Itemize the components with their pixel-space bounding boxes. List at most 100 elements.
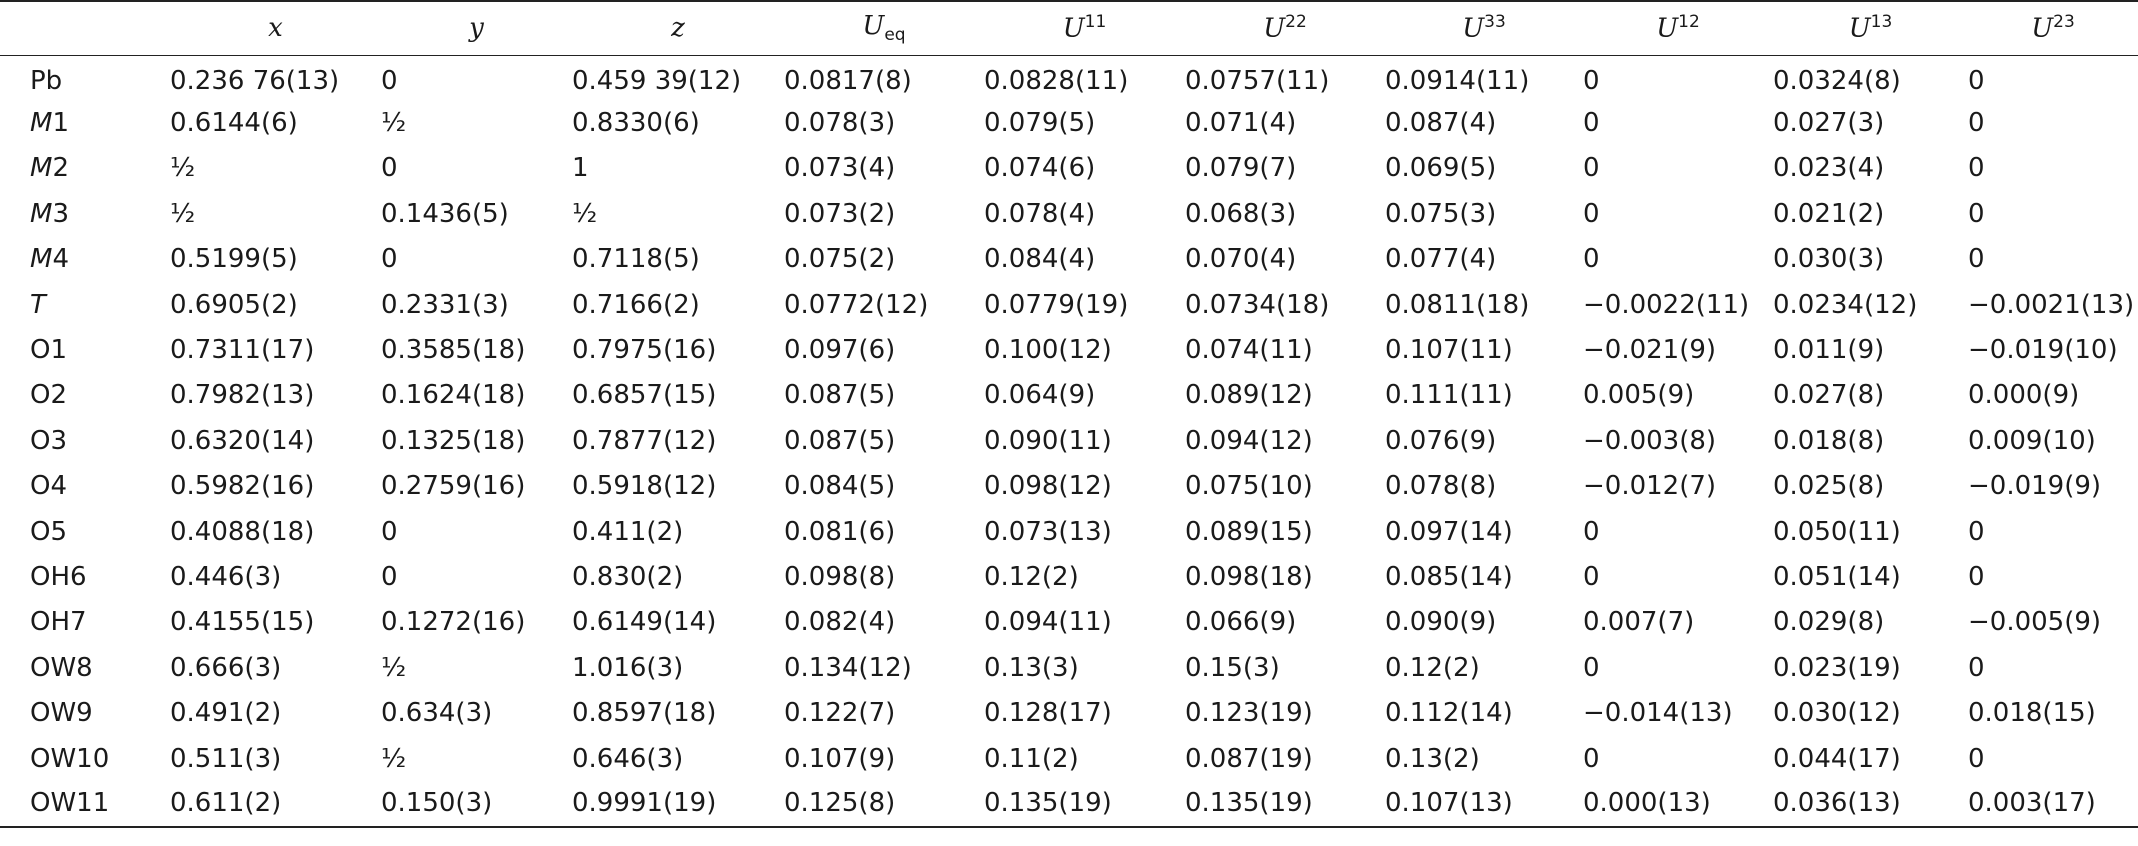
cell-y: 0.1624(18) <box>381 380 526 411</box>
cell-u13: 0.011(9) <box>1773 335 1885 366</box>
cell-u33: 0.107(13) <box>1385 781 1583 828</box>
cell-u13: 0.021(2) <box>1773 198 1885 229</box>
table-row: M2 ½ 0 1 0.073(4) 0.074(6) 0.079(7) 0.069(5) 0 0.… <box>0 146 2138 191</box>
cell-z: 0.7877(12) <box>572 425 717 456</box>
table-row: O2 0.7982(13) 0.1624(18) 0.6857(15) 0.087(5)… <box>0 373 2138 418</box>
cell-u11: 0.073(13) <box>984 516 1112 547</box>
cell-y: 0.634(3) <box>381 698 493 729</box>
cell-u11: 0.079(5) <box>984 108 1096 139</box>
cell-u13: 0.027(3) <box>1773 108 1885 139</box>
cell-z: 0.7118(5) <box>572 244 700 275</box>
table-row: O1 0.7311(17) 0.3585(18) 0.7975(16) 0.097(6)… <box>0 327 2138 372</box>
cell-z: 0.411(2) <box>572 516 684 547</box>
site-name: O4 <box>30 471 68 502</box>
table-row: M3 ½ 0.1436(5) ½ 0.073(2) 0.078(4) 0.068(3) 0.0… <box>0 191 2138 236</box>
cell-u11: 0.078(4) <box>984 198 1096 229</box>
table-row: M1 0.6144(6) ½ 0.8330(6) 0.078(3) 0.079(5) 0.0… <box>0 100 2138 145</box>
cell-y: 0 <box>381 244 398 275</box>
site-label: OW8 <box>0 645 170 690</box>
cell-z: 1 <box>572 153 589 184</box>
cell-u33: 0.077(4) <box>1385 244 1497 275</box>
cell-u22: 0.135(19) <box>1185 781 1385 828</box>
cell-u13: 0.030(12) <box>1773 698 1901 729</box>
cell-ueq: 0.0817(8) <box>784 65 912 96</box>
cell-u12: −0.021(9) <box>1583 335 1717 366</box>
site-label: OW10 <box>0 736 170 781</box>
cell-u12: 0 <box>1583 65 1600 96</box>
cell-u33: 0.0811(18) <box>1385 289 1530 320</box>
cell-u13: 0.027(8) <box>1773 380 1885 411</box>
cell-u22: 0.094(12) <box>1185 425 1313 456</box>
cell-u11: 0.0779(19) <box>984 289 1129 320</box>
site-label: M2 <box>0 146 170 191</box>
site-label: O1 <box>0 327 170 372</box>
cell-u23: −0.019(9) <box>1968 471 2102 502</box>
site-name: 2 <box>52 153 69 184</box>
cell-u33: 0.085(14) <box>1385 561 1513 592</box>
header-site <box>0 0 170 56</box>
cell-x: 0.511(3) <box>170 743 282 774</box>
cell-u13: 0.023(4) <box>1773 153 1885 184</box>
cell-u23: 0 <box>1968 244 1985 275</box>
cell-z: ½ <box>572 198 598 229</box>
cell-u23: 0 <box>1968 743 1985 774</box>
site-name: OW10 <box>30 743 110 774</box>
cell-y: ½ <box>381 108 407 139</box>
site-name: 4 <box>52 244 69 275</box>
cell-ueq: 0.097(6) <box>784 335 896 366</box>
site-label: O4 <box>0 464 170 509</box>
cell-x: ½ <box>170 153 196 184</box>
table-row: OH7 0.4155(15) 0.1272(16) 0.6149(14) 0.082(4… <box>0 600 2138 645</box>
site-label: T <box>0 282 170 327</box>
table-row: O5 0.4088(18) 0 0.411(2) 0.081(6) 0.073(13) 0.… <box>0 509 2138 554</box>
cell-u23: 0.000(9) <box>1968 380 2080 411</box>
cell-u13: 0.029(8) <box>1773 607 1885 638</box>
cell-u13: 0.044(17) <box>1773 743 1901 774</box>
table-row: T 0.6905(2) 0.2331(3) 0.7166(2) 0.0772(12) 0.… <box>0 282 2138 327</box>
cell-x: ½ <box>170 198 196 229</box>
cell-u22: 0.074(11) <box>1185 335 1313 366</box>
cell-u13: 0.0234(12) <box>1773 289 1918 320</box>
cell-z: 0.8330(6) <box>572 108 700 139</box>
site-name: OW9 <box>30 698 93 729</box>
cell-x: 0.4088(18) <box>170 516 315 547</box>
cell-x: 0.4155(15) <box>170 607 315 638</box>
cell-u12: 0.005(9) <box>1583 380 1695 411</box>
site-prefix: T <box>30 289 46 320</box>
site-label: M1 <box>0 100 170 145</box>
cell-u23: 0 <box>1968 198 1985 229</box>
cell-z: 0.6857(15) <box>572 380 717 411</box>
cell-u33: 0.087(4) <box>1385 108 1497 139</box>
site-prefix: M <box>30 153 53 184</box>
cell-u22: 0.087(19) <box>1185 743 1313 774</box>
cell-y: 0 <box>381 65 398 96</box>
site-name: OH7 <box>30 607 87 638</box>
site-label: OH7 <box>0 600 170 645</box>
cell-u23: −0.005(9) <box>1968 607 2102 638</box>
table-row: OW10 0.511(3) ½ 0.646(3) 0.107(9) 0.11(2) 0.08… <box>0 736 2138 781</box>
cell-u13: 0.0324(8) <box>1773 65 1901 96</box>
cell-u22: 0.0734(18) <box>1185 289 1330 320</box>
cell-z: 0.459 39(12) <box>572 65 742 96</box>
site-name: OW11 <box>30 788 110 819</box>
cell-u22: 0.098(18) <box>1185 561 1313 592</box>
cell-y: 0.150(3) <box>381 781 572 828</box>
cell-ueq: 0.0772(12) <box>784 289 929 320</box>
cell-u13: 0.051(14) <box>1773 561 1901 592</box>
cell-u13: 0.050(11) <box>1773 516 1901 547</box>
cell-u12: −0.0022(11) <box>1583 289 1750 320</box>
site-name: O1 <box>30 335 68 366</box>
cell-y: 0.2331(3) <box>381 289 509 320</box>
cell-u22: 0.079(7) <box>1185 153 1297 184</box>
cell-u33: 0.078(8) <box>1385 471 1497 502</box>
site-prefix: M <box>30 244 53 275</box>
cell-ueq: 0.078(3) <box>784 108 896 139</box>
cell-u11: 0.128(17) <box>984 698 1112 729</box>
cell-x: 0.491(2) <box>170 698 282 729</box>
cell-u13: 0.023(19) <box>1773 652 1901 683</box>
cell-u12: 0 <box>1583 198 1600 229</box>
cell-z: 0.7166(2) <box>572 289 700 320</box>
header-u13: U13 <box>1773 0 1968 56</box>
table-row: O3 0.6320(14) 0.1325(18) 0.7877(12) 0.087(5)… <box>0 418 2138 463</box>
